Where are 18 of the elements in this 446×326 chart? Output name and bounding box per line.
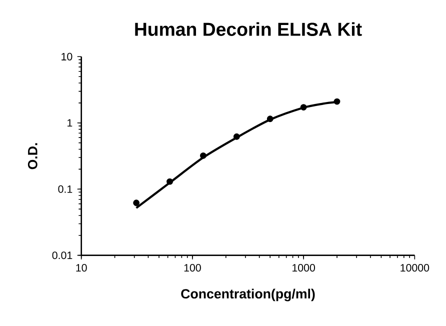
x-tick-label: 1000 [292, 264, 316, 272]
x-tick-label: 10000 [400, 264, 430, 272]
x-tick-label: 100 [184, 264, 201, 272]
point [166, 178, 173, 185]
point [233, 133, 240, 140]
y-tick-label: 1 [68, 119, 72, 127]
y-axis-title: O.D. [28, 143, 38, 170]
x-axis-title: Concentration(pg/ml) [181, 288, 315, 302]
point [334, 98, 340, 105]
x-tick-label: 10 [76, 264, 87, 272]
y-tick-label: 10 [62, 52, 72, 60]
chart-title: Human Decorin ELISA Kit [135, 22, 362, 36]
point [200, 152, 206, 159]
point [266, 116, 274, 122]
y-tick-label: 0.1 [58, 185, 72, 193]
point [300, 104, 307, 110]
point [133, 200, 140, 206]
y-tick-label: 0.01 [52, 252, 72, 260]
